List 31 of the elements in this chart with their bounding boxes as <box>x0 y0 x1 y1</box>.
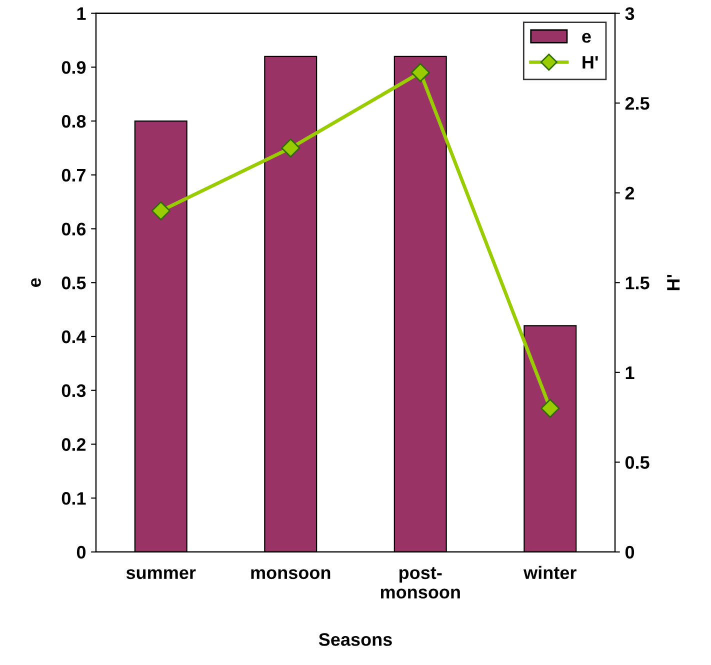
y-tick-label: 0.6 <box>62 222 86 236</box>
y2-tick-label: 0.5 <box>625 456 650 469</box>
legend-label: H' <box>582 56 598 68</box>
y-tick-label: 0.9 <box>62 61 86 74</box>
x-tick-label: winter <box>524 566 576 580</box>
y-tick-label: 0.5 <box>62 276 86 290</box>
x-axis-title: Seasons <box>318 633 392 646</box>
y-tick-label: 0.4 <box>62 330 86 344</box>
y-axis-title: e <box>31 278 41 287</box>
y2-tick-label: 0 <box>625 546 634 559</box>
legend-label: e <box>582 32 591 43</box>
point <box>540 398 560 418</box>
point <box>410 63 430 82</box>
x-tick-label: post- monsoon <box>380 567 460 599</box>
point <box>151 201 170 220</box>
y2-tick-label: 3 <box>625 7 634 20</box>
y2-axis-title: H' <box>667 274 680 290</box>
y-tick-label: 0.7 <box>62 168 86 182</box>
y-tick-label: 0.8 <box>62 114 86 128</box>
y-tick-label: 0 <box>76 546 86 559</box>
y2-tick-label: 2 <box>625 186 634 200</box>
x-tick-label: monsoon <box>251 569 330 580</box>
y-tick-label: 0.2 <box>62 438 86 451</box>
y2-tick-label: 1 <box>626 366 634 379</box>
y-tick-label: 1 <box>77 7 86 20</box>
y2-tick-label: 2.5 <box>625 97 650 110</box>
y2-tick-label: 1.5 <box>626 276 650 290</box>
x-tick-label: summer <box>126 569 196 580</box>
y-tick-label: 0.3 <box>62 384 86 398</box>
point <box>281 138 300 158</box>
y-tick-label: 0.1 <box>62 492 86 505</box>
